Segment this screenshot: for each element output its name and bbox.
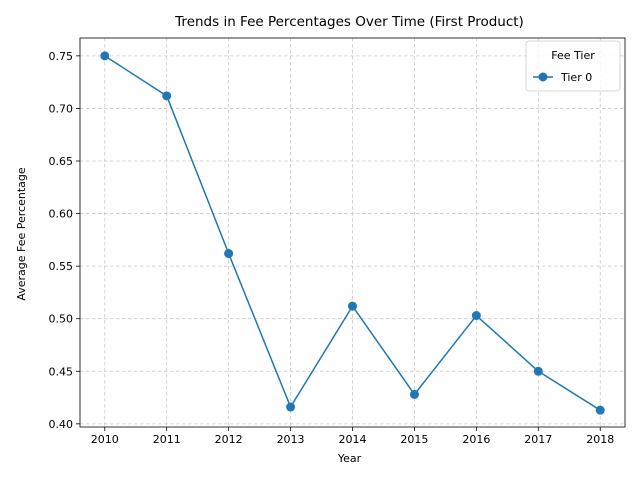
legend-label-tier-0: Tier 0 bbox=[560, 71, 592, 84]
x-tick-label: 2013 bbox=[277, 433, 305, 446]
x-tick-label: 2015 bbox=[400, 433, 428, 446]
x-tick-label: 2017 bbox=[524, 433, 552, 446]
legend: Fee Tier Tier 0 bbox=[525, 40, 621, 92]
data-point bbox=[162, 91, 172, 101]
y-axis: 0.40 0.45 0.50 0.55 0.60 0.65 0.70 0.75 bbox=[49, 50, 80, 431]
x-axis: 2010 2011 2012 2013 2014 2015 2016 2017 2018 bbox=[91, 427, 614, 446]
y-tick-label: 0.65 bbox=[49, 155, 74, 168]
legend-box bbox=[525, 40, 621, 92]
y-tick-label: 0.55 bbox=[49, 260, 74, 273]
data-point bbox=[224, 249, 234, 259]
x-tick-label: 2012 bbox=[215, 433, 243, 446]
y-tick-label: 0.50 bbox=[49, 313, 74, 326]
y-tick-label: 0.70 bbox=[49, 102, 74, 115]
y-axis-label: Average Fee Percentage bbox=[15, 167, 28, 301]
data-point bbox=[595, 405, 605, 415]
grid bbox=[80, 38, 625, 427]
data-point bbox=[100, 51, 110, 61]
x-tick-label: 2016 bbox=[462, 433, 490, 446]
data-point bbox=[409, 389, 419, 399]
legend-title: Fee Tier bbox=[551, 49, 595, 62]
y-tick-label: 0.40 bbox=[49, 418, 74, 431]
x-tick-label: 2010 bbox=[91, 433, 119, 446]
data-point bbox=[471, 311, 481, 321]
plot-area bbox=[100, 51, 605, 415]
y-tick-label: 0.45 bbox=[49, 365, 74, 378]
data-point bbox=[533, 366, 543, 376]
y-tick-label: 0.60 bbox=[49, 208, 74, 221]
chart-title: Trends in Fee Percentages Over Time (Fir… bbox=[174, 14, 524, 30]
data-point bbox=[286, 402, 296, 412]
x-tick-label: 2014 bbox=[339, 433, 367, 446]
y-tick-label: 0.75 bbox=[49, 50, 74, 63]
legend-marker-tier-0 bbox=[538, 72, 548, 82]
x-tick-label: 2018 bbox=[586, 433, 614, 446]
x-tick-label: 2011 bbox=[153, 433, 181, 446]
x-axis-label: Year bbox=[337, 452, 362, 465]
data-point bbox=[348, 301, 357, 311]
